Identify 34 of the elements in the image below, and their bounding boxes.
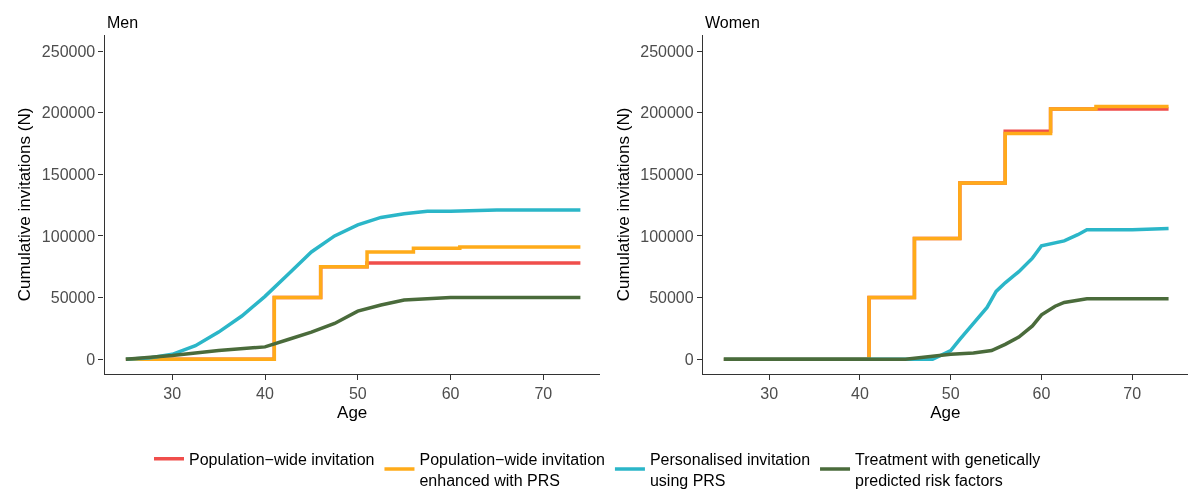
- x-axis-title: Age: [930, 402, 961, 422]
- y-tick-label: 50000: [50, 289, 96, 307]
- y-tick-label: 250000: [640, 42, 694, 60]
- line-series: [722, 297, 1171, 361]
- y-tick-label: 0: [86, 350, 96, 368]
- y-tick-label: 150000: [640, 165, 694, 183]
- y-axis-title: Cumulative invitations (N): [15, 107, 35, 302]
- y-tick-label: 200000: [41, 104, 96, 122]
- y-tick-label: 0: [684, 350, 694, 368]
- x-tick-label: 50: [941, 385, 960, 403]
- legend-label: Population−wide invitation: [189, 450, 375, 468]
- y-tick-label: 200000: [640, 104, 694, 122]
- y-tick-label: 100000: [640, 227, 694, 245]
- y-tick-label: 250000: [41, 42, 96, 60]
- x-tick-label: 60: [1032, 385, 1051, 403]
- x-tick-label: 40: [851, 385, 869, 403]
- legend-label: Personalised invitation using PRS: [649, 450, 811, 489]
- x-axis-title: Age: [337, 402, 368, 422]
- y-tick-label: 50000: [649, 289, 694, 307]
- legend-label: Treatment with genetically predicted risk factors: [855, 450, 1041, 489]
- y-axis-title: Cumulative invitations (N): [613, 107, 633, 302]
- x-tick-label: 70: [1123, 385, 1142, 403]
- y-tick-label: 100000: [41, 227, 96, 245]
- x-tick-label: 60: [441, 385, 460, 403]
- chart-title: Women: [705, 14, 760, 31]
- x-tick-label: 50: [348, 385, 367, 403]
- x-tick-label: 70: [534, 385, 553, 403]
- x-tick-label: 30: [163, 385, 182, 403]
- x-tick-label: 30: [760, 385, 779, 403]
- y-tick-label: 150000: [41, 165, 96, 183]
- x-tick-label: 40: [256, 385, 275, 403]
- line-series: [124, 295, 583, 361]
- legend-label: Population−wide invitation enhanced with PRS: [419, 450, 605, 489]
- chart-title: Men: [107, 14, 139, 31]
